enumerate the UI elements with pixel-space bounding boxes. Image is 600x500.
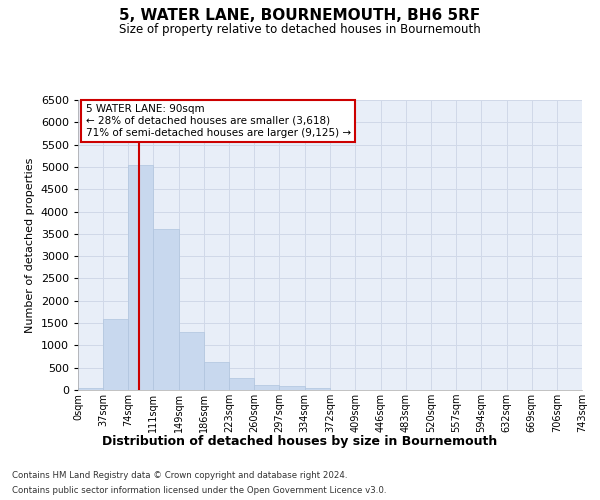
Bar <box>179 332 204 390</box>
Bar <box>153 230 179 390</box>
Text: Contains public sector information licensed under the Open Government Licence v3: Contains public sector information licen… <box>12 486 386 495</box>
Bar <box>128 164 153 390</box>
Text: Size of property relative to detached houses in Bournemouth: Size of property relative to detached ho… <box>119 22 481 36</box>
Text: 5, WATER LANE, BOURNEMOUTH, BH6 5RF: 5, WATER LANE, BOURNEMOUTH, BH6 5RF <box>119 8 481 22</box>
Bar <box>280 386 305 390</box>
Bar <box>103 318 128 390</box>
Text: Distribution of detached houses by size in Bournemouth: Distribution of detached houses by size … <box>103 435 497 448</box>
Text: 5 WATER LANE: 90sqm
← 28% of detached houses are smaller (3,618)
71% of semi-det: 5 WATER LANE: 90sqm ← 28% of detached ho… <box>86 104 350 138</box>
Y-axis label: Number of detached properties: Number of detached properties <box>25 158 35 332</box>
Bar <box>204 362 229 390</box>
Text: Contains HM Land Registry data © Crown copyright and database right 2024.: Contains HM Land Registry data © Crown c… <box>12 471 347 480</box>
Bar <box>254 384 280 390</box>
Bar <box>229 378 254 390</box>
Bar <box>78 388 103 390</box>
Bar <box>305 388 331 390</box>
